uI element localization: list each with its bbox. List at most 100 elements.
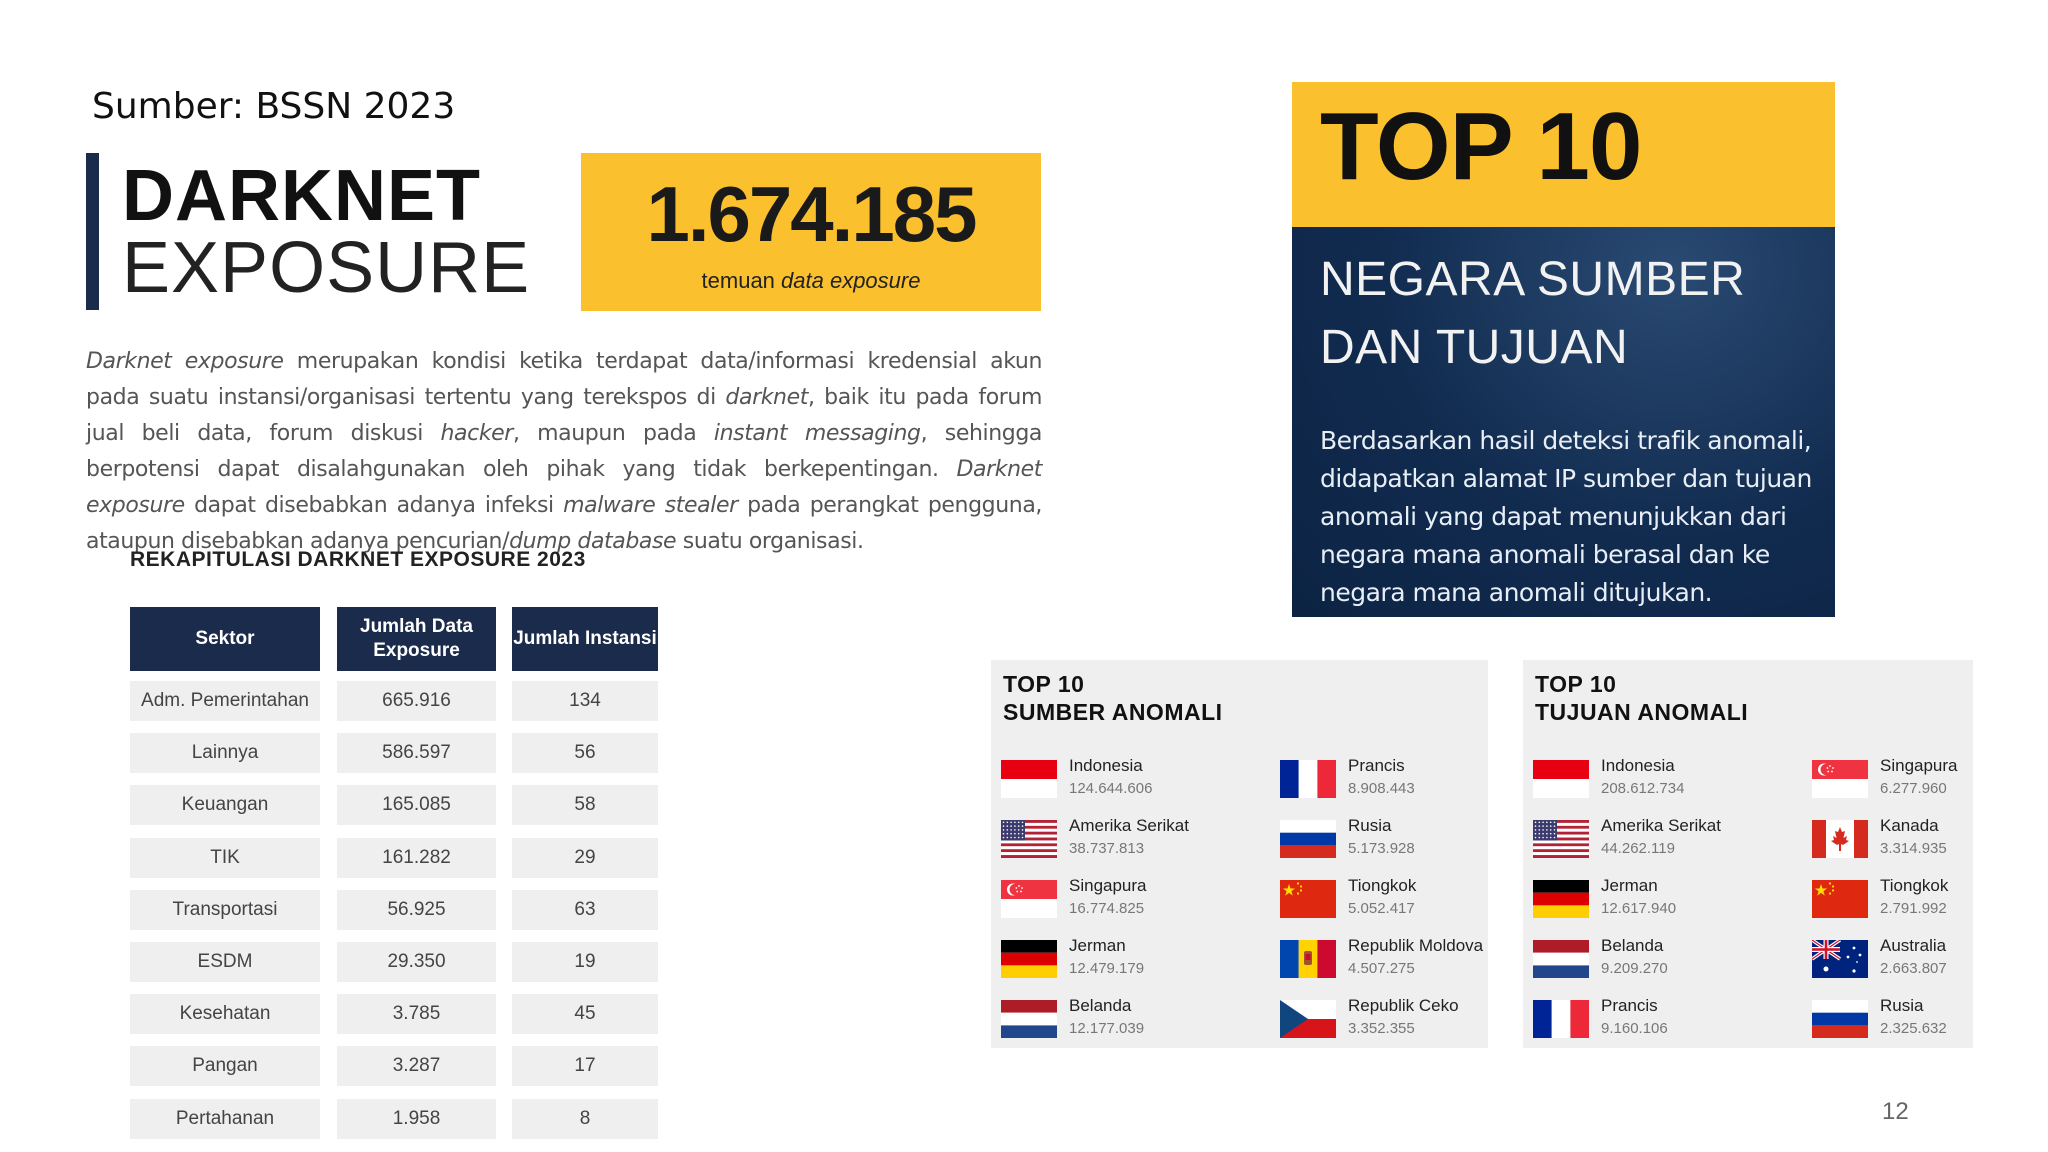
country-name: Jerman [1069, 936, 1126, 955]
country-name: Singapura [1069, 876, 1147, 895]
country-name: Tiongkok [1880, 876, 1949, 895]
desc-part: Darknet exposure [86, 457, 1042, 518]
russia-flag-icon [1812, 1000, 1868, 1038]
country-value: 5.173.928 [1348, 840, 1415, 857]
country-value: 16.774.825 [1069, 900, 1145, 917]
title-darknet: DARKNET [122, 156, 481, 236]
country-name: Republik Moldova [1348, 936, 1484, 955]
table-cell: 45 [512, 994, 658, 1034]
country-entry: Belanda 12.177.039 [1001, 996, 1231, 1044]
country-value: 2.663.807 [1880, 960, 1947, 977]
country-entry: Amerika Serikat 38.737.813 [1001, 816, 1231, 864]
country-value: 12.479.179 [1069, 960, 1145, 977]
country-entry: Australia 2.663.807 [1812, 936, 2042, 984]
title-exposure: EXPOSURE [122, 228, 531, 308]
table-cell: 1.958 [337, 1099, 496, 1139]
table-cell: Transportasi [130, 890, 320, 930]
table-cell: Kesehatan [130, 994, 320, 1034]
stat-label-italic: data exposure [781, 268, 921, 293]
table-cell: 586.597 [337, 733, 496, 773]
australia-flag-icon [1812, 940, 1868, 978]
table-cell: ESDM [130, 942, 320, 982]
panel-title-line: SUMBER ANOMALI [1003, 699, 1223, 725]
page-number: 12 [1882, 1098, 1909, 1125]
country-entry: Jerman 12.617.940 [1533, 876, 1763, 924]
panel-title-line: TUJUAN ANOMALI [1535, 699, 1749, 725]
table-cell: 134 [512, 681, 658, 721]
country-name: Republik Ceko [1348, 996, 1459, 1015]
banner-description: Berdasarkan hasil deteksi trafik anomali… [1320, 426, 1812, 607]
source-label: Sumber: BSSN 2023 [92, 86, 456, 127]
usa-flag-icon [1001, 820, 1057, 858]
country-entry: Rusia 2.325.632 [1812, 996, 2042, 1044]
desc-part: , baik itu pada forum jual beli data, fo… [86, 385, 1042, 446]
country-entry: Kanada 3.314.935 [1812, 816, 2042, 864]
china-flag-icon [1280, 880, 1336, 918]
desc-part: dapat disebabkan adanya infeksi [184, 493, 564, 518]
header-sektor: Sektor [130, 607, 320, 671]
country-name: Singapura [1880, 756, 1958, 775]
exposure-stat-box: 1.674.185 temuan data exposure [581, 153, 1041, 311]
country-value: 38.737.813 [1069, 840, 1145, 857]
table-cell: 161.282 [337, 838, 496, 878]
top10-banner: TOP 10 NEGARA SUMBER DAN TUJUAN Berdasar… [1292, 82, 1835, 617]
desc-part: pada perangkat pengguna, ataupun disebab… [86, 493, 1042, 554]
header-jumlah-instansi: Jumlah Instansi [512, 607, 658, 671]
country-value: 3.352.355 [1348, 1020, 1415, 1037]
country-value: 8.908.443 [1348, 780, 1415, 797]
country-entry: Singapura 6.277.960 [1812, 756, 2042, 804]
country-name: Tiongkok [1348, 876, 1417, 895]
country-value: 208.612.734 [1601, 780, 1685, 797]
country-entry: Rusia 5.173.928 [1280, 816, 1510, 864]
country-value: 6.277.960 [1880, 780, 1947, 797]
singapore-flag-icon [1812, 760, 1868, 798]
germany-flag-icon [1533, 880, 1589, 918]
desc-part: merupakan kondisi ketika terdapat data/i… [86, 349, 1043, 410]
country-value: 5.052.417 [1348, 900, 1415, 917]
usa-flag-icon [1533, 820, 1589, 858]
banner-title: TOP 10 [1320, 93, 1642, 200]
country-entry: Prancis 9.160.106 [1533, 996, 1763, 1044]
source-panel-title: TOP 10 SUMBER ANOMALI [1003, 670, 1223, 726]
country-name: Jerman [1601, 876, 1658, 895]
country-value: 44.262.119 [1601, 840, 1675, 857]
country-value: 2.791.992 [1880, 900, 1947, 917]
table-cell: Pangan [130, 1046, 320, 1086]
table-cell: 58 [512, 785, 658, 825]
description-paragraph: Darknet exposure merupakan kondisi ketik… [86, 344, 1042, 560]
france-flag-icon [1533, 1000, 1589, 1038]
country-value: 2.325.632 [1880, 1020, 1947, 1037]
table-cell: Lainnya [130, 733, 320, 773]
country-name: Amerika Serikat [1601, 816, 1721, 835]
country-name: Amerika Serikat [1069, 816, 1189, 835]
table-cell: Keuangan [130, 785, 320, 825]
table-cell: 3.785 [337, 994, 496, 1034]
country-name: Rusia [1348, 816, 1392, 835]
country-value: 12.617.940 [1601, 900, 1677, 917]
desc-part: instant messaging [713, 421, 921, 446]
country-entry: Republik Ceko 3.352.355 [1280, 996, 1510, 1044]
source-anomaly-panel: TOP 10 SUMBER ANOMALI Indonesia 124.644.60… [991, 660, 1488, 1048]
exposure-count-label: temuan data exposure [581, 268, 1041, 294]
country-entry: Indonesia 208.612.734 [1533, 756, 1763, 804]
country-entry: Singapura 16.774.825 [1001, 876, 1231, 924]
country-entry: Amerika Serikat 44.262.119 [1533, 816, 1763, 864]
france-flag-icon [1280, 760, 1336, 798]
country-name: Australia [1880, 936, 1947, 955]
country-entry: Indonesia 124.644.606 [1001, 756, 1231, 804]
banner-subtitle: NEGARA SUMBER DAN TUJUAN [1320, 253, 1746, 374]
country-name: Indonesia [1601, 756, 1675, 775]
desc-part: dump database [509, 529, 677, 554]
russia-flag-icon [1280, 820, 1336, 858]
country-entry: Belanda 9.209.270 [1533, 936, 1763, 984]
country-name: Prancis [1601, 996, 1658, 1015]
indonesia-flag-icon [1533, 760, 1589, 798]
desc-part: hacker [440, 421, 514, 446]
desc-part: , sehingga berpotensi dapat disalahgunak… [86, 421, 1042, 482]
table-cell: 63 [512, 890, 658, 930]
desc-part: , maupun pada [512, 421, 714, 446]
dest-panel-title: TOP 10 TUJUAN ANOMALI [1535, 670, 1748, 726]
desc-part: malware stealer [563, 493, 738, 518]
indonesia-flag-icon [1001, 760, 1057, 798]
desc-part: suatu organisasi. [676, 529, 864, 554]
